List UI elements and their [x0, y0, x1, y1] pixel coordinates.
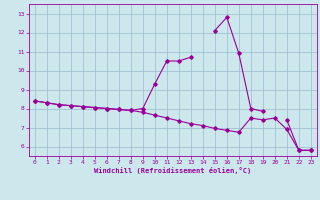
X-axis label: Windchill (Refroidissement éolien,°C): Windchill (Refroidissement éolien,°C) — [94, 167, 252, 174]
